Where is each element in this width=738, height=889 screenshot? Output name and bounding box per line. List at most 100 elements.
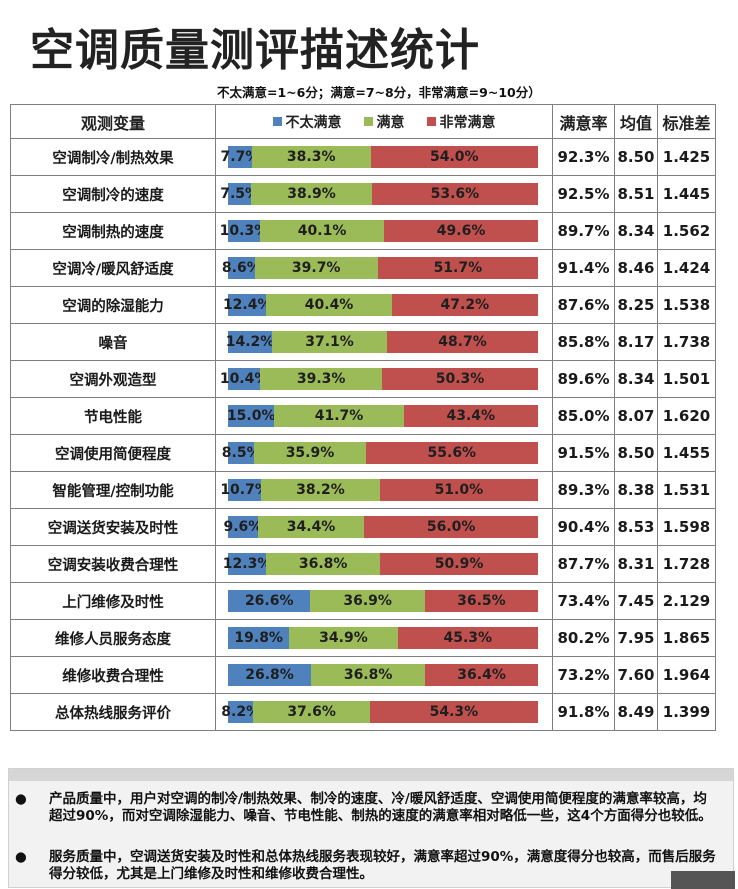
table-row: 空调冷/暖风舒适度 8.6% 39.7% 51.7% 91.4% 8.46 1.424 bbox=[10, 249, 716, 287]
bar-label: 54.0% bbox=[429, 149, 479, 165]
bar-cell: 26.8% 36.8% 36.4% bbox=[215, 656, 553, 694]
bar-segment: 9.6% bbox=[223, 516, 262, 538]
satisfaction-rate: 89.3% bbox=[552, 471, 615, 509]
variable-label: 空调制热的速度 bbox=[10, 212, 216, 250]
bar-label: 38.2% bbox=[296, 482, 345, 498]
bar-segment: 7.7% bbox=[221, 146, 259, 168]
bar-segment: 10.3% bbox=[220, 220, 268, 242]
variable-label: 维修人员服务态度 bbox=[10, 619, 216, 657]
bar-label: 39.3% bbox=[296, 371, 346, 387]
page-title: 空调质量测评描述统计 bbox=[30, 25, 480, 76]
bar-label: 7.5% bbox=[220, 186, 260, 202]
table-row: 上门维修及时性 26.6% 36.9% 36.5% 73.4% 7.45 2.129 bbox=[10, 582, 716, 620]
mean-value: 8.50 bbox=[614, 434, 658, 472]
mean-value: 7.45 bbox=[614, 582, 658, 620]
bar-segment: 8.5% bbox=[222, 442, 261, 464]
sd-value: 1.445 bbox=[657, 175, 716, 213]
bar-label: 26.6% bbox=[244, 593, 294, 609]
bar-segment: 38.3% bbox=[251, 146, 371, 168]
variable-label: 维修收费合理性 bbox=[10, 656, 216, 694]
legend-swatch bbox=[426, 117, 436, 126]
bar-segment: 37.6% bbox=[253, 701, 370, 723]
bar-segment: 50.3% bbox=[382, 368, 538, 390]
sd-value: 1.562 bbox=[657, 212, 716, 250]
variable-label: 空调冷/暖风舒适度 bbox=[10, 249, 216, 287]
bar-segment: 36.8% bbox=[311, 664, 426, 686]
bar-label: 10.7% bbox=[220, 482, 269, 498]
variable-label: 空调制冷的速度 bbox=[10, 175, 216, 213]
bar-cell: 8.2% 37.6% 54.3% bbox=[215, 693, 553, 731]
bar-segment: 14.2% bbox=[225, 331, 275, 353]
satisfaction-rate: 90.4% bbox=[552, 508, 615, 546]
satisfaction-rate: 85.0% bbox=[552, 397, 615, 435]
chart-legend: 不太满意 满意 非常满意 bbox=[215, 104, 553, 139]
variable-label: 上门维修及时性 bbox=[10, 582, 216, 620]
bar-segment: 36.5% bbox=[424, 590, 538, 612]
bar-label: 55.6% bbox=[427, 445, 477, 461]
mean-value: 8.25 bbox=[614, 286, 658, 324]
bar-segment: 12.4% bbox=[223, 294, 272, 316]
sd-value: 1.738 bbox=[657, 323, 716, 361]
bar-cell: 8.5% 35.9% 55.6% bbox=[215, 434, 553, 472]
legend-label: 满意 bbox=[376, 114, 405, 131]
bar-label: 39.7% bbox=[291, 260, 341, 276]
bar-segment: 19.8% bbox=[228, 627, 290, 649]
bar-label: 34.9% bbox=[319, 630, 368, 646]
bar-label: 41.7% bbox=[314, 408, 364, 424]
bar-label: 38.3% bbox=[286, 149, 336, 165]
variable-label: 空调使用简便程度 bbox=[10, 434, 216, 472]
summary-text-2: 服务质量中，空调送货安装及时性和总体热线服务表现较好，满意率超过90%，满意度得… bbox=[49, 849, 716, 882]
bar-segment: 50.9% bbox=[380, 553, 538, 575]
bar-label: 49.6% bbox=[436, 223, 486, 239]
satisfaction-rate: 89.7% bbox=[552, 212, 615, 250]
sd-value: 1.964 bbox=[657, 656, 716, 694]
stacked-bar: 10.4% 39.3% 50.3% bbox=[220, 368, 538, 390]
bar-segment: 56.0% bbox=[364, 516, 538, 538]
mean-value: 8.46 bbox=[614, 249, 658, 287]
mean-value: 7.95 bbox=[614, 619, 658, 657]
table-row: 空调外观造型 10.4% 39.3% 50.3% 89.6% 8.34 1.501 bbox=[10, 360, 716, 398]
bar-label: 36.5% bbox=[457, 593, 506, 609]
bar-segment: 38.2% bbox=[261, 479, 380, 501]
sd-value: 1.865 bbox=[657, 619, 716, 657]
variable-label: 总体热线服务评价 bbox=[10, 693, 216, 731]
legend-item: 非常满意 bbox=[426, 112, 496, 132]
table-row: 总体热线服务评价 8.2% 37.6% 54.3% 91.8% 8.49 1.399 bbox=[10, 693, 716, 731]
table-row: 空调使用简便程度 8.5% 35.9% 55.6% 91.5% 8.50 1.455 bbox=[10, 434, 716, 472]
bar-cell: 10.7% 38.2% 51.0% bbox=[215, 471, 553, 509]
bar-segment: 53.6% bbox=[371, 183, 538, 205]
bar-label: 43.4% bbox=[446, 408, 496, 424]
bar-segment: 43.4% bbox=[403, 405, 538, 427]
stacked-bar: 19.8% 34.9% 45.3% bbox=[228, 627, 538, 649]
scale-note: 不太满意=1~6分；满意=7~8分，非常满意=9~10分） bbox=[217, 85, 541, 100]
bar-segment: 54.3% bbox=[369, 701, 538, 723]
bar-cell: 7.5% 38.9% 53.6% bbox=[215, 175, 553, 213]
table-row: 噪音 14.2% 37.1% 48.7% 85.8% 8.17 1.738 bbox=[10, 323, 716, 361]
satisfaction-rate: 87.7% bbox=[552, 545, 615, 583]
summary-text-1: 产品质量中，用户对空调的制冷/制热效果、制冷的速度、冷/暖风舒适度、空调使用简便… bbox=[49, 791, 712, 824]
mean-value: 8.38 bbox=[614, 471, 658, 509]
table-row: 空调安装收费合理性 12.3% 36.8% 50.9% 87.7% 8.31 1.728 bbox=[10, 545, 716, 583]
bar-label: 26.8% bbox=[245, 667, 294, 683]
table-row: 空调制热的速度 10.3% 40.1% 49.6% 89.7% 8.34 1.562 bbox=[10, 212, 716, 250]
variable-label: 智能管理/控制功能 bbox=[10, 471, 216, 509]
variable-label: 空调安装收费合理性 bbox=[10, 545, 216, 583]
satisfaction-rate: 89.6% bbox=[552, 360, 615, 398]
table-row: 空调制冷的速度 7.5% 38.9% 53.6% 92.5% 8.51 1.445 bbox=[10, 175, 716, 213]
satisfaction-rate: 91.5% bbox=[552, 434, 615, 472]
bar-label: 14.2% bbox=[225, 334, 275, 350]
bar-segment: 36.4% bbox=[425, 664, 538, 686]
table-row: 空调的除湿能力 12.4% 40.4% 47.2% 87.6% 8.25 1.538 bbox=[10, 286, 716, 324]
bar-label: 12.3% bbox=[222, 556, 272, 572]
stats-table: 观测变量 不太满意 满意 非常满意 满意率 均值 标准差 空调制冷/制热效果 7.7%… bbox=[10, 104, 716, 731]
bar-segment: 51.7% bbox=[377, 257, 538, 279]
stacked-bar: 7.5% 38.9% 53.6% bbox=[220, 183, 538, 205]
mean-value: 7.60 bbox=[614, 656, 658, 694]
stacked-bar: 12.4% 40.4% 47.2% bbox=[223, 294, 538, 316]
stacked-bar: 10.3% 40.1% 49.6% bbox=[220, 220, 538, 242]
stacked-bar: 9.6% 34.4% 56.0% bbox=[223, 516, 538, 538]
bar-label: 8.5% bbox=[221, 445, 261, 461]
bar-label: 10.4% bbox=[219, 371, 269, 387]
stacked-bar: 14.2% 37.1% 48.7% bbox=[225, 331, 538, 353]
legend-label: 非常满意 bbox=[439, 114, 496, 131]
